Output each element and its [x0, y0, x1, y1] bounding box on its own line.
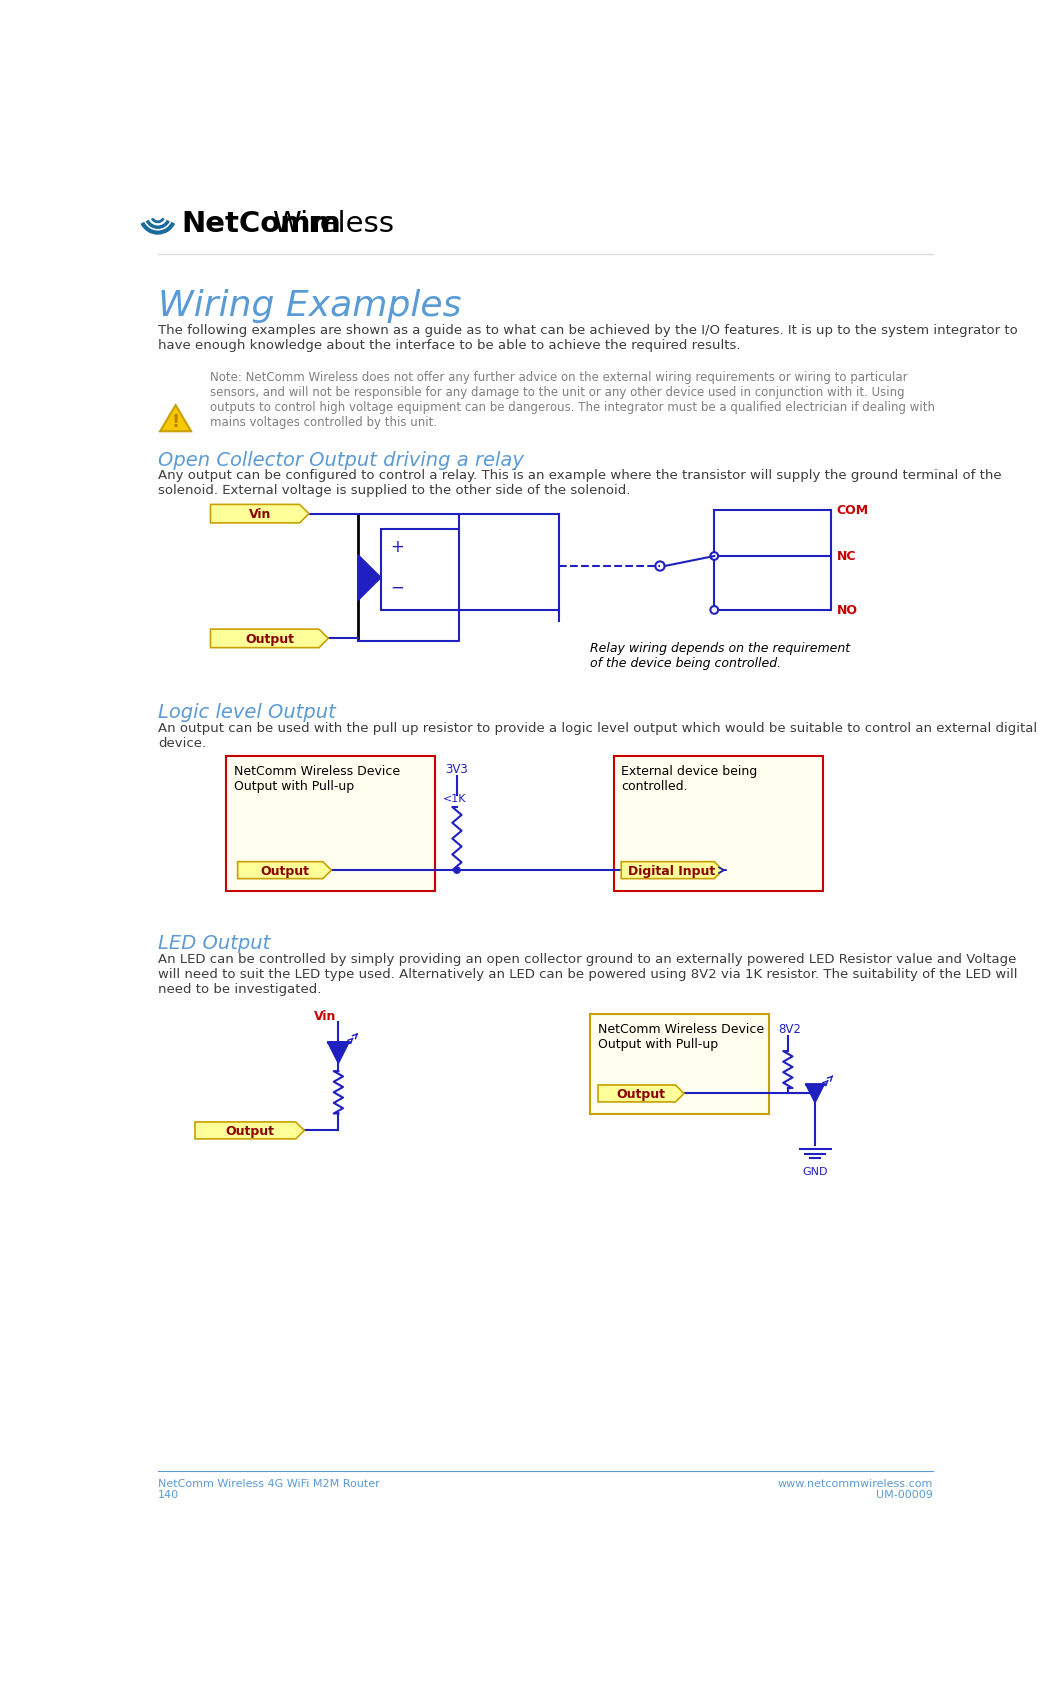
Text: COM: COM	[836, 503, 869, 517]
Text: −: −	[390, 578, 404, 596]
FancyBboxPatch shape	[381, 530, 459, 610]
Text: Wiring Examples: Wiring Examples	[157, 289, 462, 323]
Text: NetComm Wireless 4G WiFi M2M Router: NetComm Wireless 4G WiFi M2M Router	[157, 1478, 380, 1488]
Polygon shape	[621, 861, 722, 878]
FancyBboxPatch shape	[226, 757, 435, 892]
Text: Output: Output	[260, 865, 309, 877]
Text: Digital Input: Digital Input	[629, 865, 716, 877]
Text: NO: NO	[836, 605, 858, 616]
Text: External device being
controlled.: External device being controlled.	[621, 765, 758, 792]
Text: NC: NC	[836, 551, 857, 562]
Polygon shape	[805, 1084, 825, 1103]
Text: NetComm Wireless Device
Output with Pull-up: NetComm Wireless Device Output with Pull…	[234, 765, 400, 792]
Text: <1K: <1K	[443, 794, 466, 804]
Text: Relay wiring depends on the requirement
of the device being controlled.: Relay wiring depends on the requirement …	[591, 642, 850, 669]
Text: !: !	[171, 414, 180, 431]
Text: Vin: Vin	[314, 1008, 336, 1022]
Polygon shape	[598, 1086, 684, 1103]
Polygon shape	[160, 405, 192, 432]
Text: NetComm: NetComm	[181, 211, 340, 238]
FancyBboxPatch shape	[591, 1015, 768, 1115]
Text: An output can be used with the pull up resistor to provide a logic level output : An output can be used with the pull up r…	[157, 721, 1037, 750]
Polygon shape	[358, 556, 381, 601]
Text: 8V2: 8V2	[779, 1022, 801, 1035]
Text: Vin: Vin	[249, 508, 271, 520]
Polygon shape	[237, 861, 331, 878]
Text: www.netcommwireless.com: www.netcommwireless.com	[778, 1478, 933, 1488]
Circle shape	[454, 868, 460, 873]
Text: An LED can be controlled by simply providing an open collector ground to an exte: An LED can be controlled by simply provi…	[157, 953, 1017, 995]
Text: Note: NetComm Wireless does not offer any further advice on the external wiring : Note: NetComm Wireless does not offer an…	[211, 370, 935, 429]
Polygon shape	[195, 1121, 304, 1138]
Text: 3V3: 3V3	[446, 763, 468, 775]
Text: Logic level Output: Logic level Output	[157, 703, 335, 721]
Polygon shape	[211, 630, 329, 649]
Text: Output: Output	[245, 632, 294, 645]
Text: 140: 140	[157, 1490, 179, 1500]
Text: Wireless: Wireless	[272, 211, 395, 238]
FancyBboxPatch shape	[614, 757, 822, 892]
Text: Any output can be configured to control a relay. This is an example where the tr: Any output can be configured to control …	[157, 470, 1001, 497]
Polygon shape	[211, 505, 309, 524]
Polygon shape	[328, 1042, 349, 1064]
Text: Open Collector Output driving a relay: Open Collector Output driving a relay	[157, 451, 523, 470]
Text: LED Output: LED Output	[157, 934, 270, 953]
Text: Output: Output	[616, 1088, 665, 1100]
Text: GND: GND	[802, 1165, 828, 1176]
Text: UM-00009: UM-00009	[876, 1490, 933, 1500]
Text: Output: Output	[226, 1125, 275, 1137]
Text: The following examples are shown as a guide as to what can be achieved by the I/: The following examples are shown as a gu…	[157, 324, 1017, 353]
Text: NetComm Wireless Device
Output with Pull-up: NetComm Wireless Device Output with Pull…	[598, 1022, 764, 1051]
Text: +: +	[390, 537, 404, 556]
